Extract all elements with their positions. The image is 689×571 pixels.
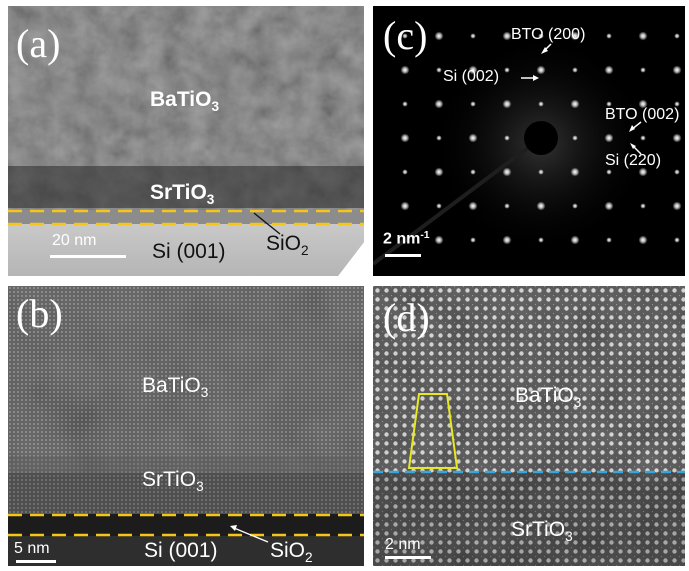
- diffraction-spot: [638, 99, 648, 109]
- diffraction-spot: [470, 101, 476, 107]
- diffraction-spot: [434, 99, 444, 109]
- diffraction-spot: [400, 133, 410, 143]
- diffraction-spot: [672, 133, 682, 143]
- si-220-label: Si (220): [605, 152, 662, 169]
- panel-c-scale-label: 2 nm-1: [383, 230, 430, 248]
- diffraction-spot: [570, 31, 580, 41]
- diffraction-spot: [536, 65, 546, 75]
- panel-b-si-label: Si (001): [144, 539, 218, 562]
- panel-c-diffraction-pattern: [373, 6, 685, 276]
- diffraction-spot: [468, 133, 478, 143]
- panel-c-scale-bar: [385, 254, 421, 257]
- panel-a-srtio3-label: SrTiO3: [150, 181, 215, 207]
- panel-b-hrtem-image: [8, 286, 364, 566]
- diffraction-spot: [674, 101, 680, 107]
- diffraction-spot: [538, 237, 544, 243]
- diffraction-spot: [470, 237, 476, 243]
- diffraction-spot: [570, 167, 580, 177]
- bto-002-label: BTO (002): [605, 106, 680, 123]
- diffraction-spot: [604, 65, 614, 75]
- diffraction-spot: [604, 201, 614, 211]
- panel-c-spots: [400, 31, 682, 245]
- panel-d-scale-label: 2 nm: [385, 536, 421, 553]
- diffraction-spot: [640, 135, 646, 141]
- diffraction-spot: [402, 169, 408, 175]
- diffraction-spot: [672, 65, 682, 75]
- panel-b: (b) BaTiO3 SrTiO3 Si (001) SiO2 5 nm: [8, 286, 364, 566]
- diffraction-spot: [434, 235, 444, 245]
- diffraction-spot: [504, 67, 510, 73]
- diffraction-spot: [538, 169, 544, 175]
- diffraction-spot: [434, 167, 444, 177]
- diffraction-spot: [572, 135, 578, 141]
- panel-a-sio2-label: SiO2: [266, 232, 309, 258]
- diffraction-spot: [434, 31, 444, 41]
- panel-b-sio2-label: SiO2: [270, 539, 313, 565]
- diffraction-spot: [674, 237, 680, 243]
- diffraction-spot: [572, 203, 578, 209]
- panel-b-batio3-label: BaTiO3: [142, 374, 209, 400]
- diffraction-spot: [638, 235, 648, 245]
- panel-d-haadf-image: [373, 286, 685, 566]
- diffraction-spot: [436, 135, 442, 141]
- panel-b-scale-label: 5 nm: [14, 540, 50, 557]
- diffraction-spot: [674, 169, 680, 175]
- diffraction-spot: [674, 33, 680, 39]
- diffraction-spot: [468, 201, 478, 211]
- diffraction-spot: [502, 31, 512, 41]
- si-002-label: Si (002): [443, 68, 500, 85]
- diffraction-spot: [672, 201, 682, 211]
- diffraction-spot: [640, 67, 646, 73]
- panel-a-tem-image: [8, 6, 364, 276]
- diffraction-spot: [538, 101, 544, 107]
- panel-a: (a) BaTiO3 SrTiO3 Si (001) SiO2 20 nm: [8, 6, 364, 276]
- panel-d-srtio3-label: SrTiO3: [511, 518, 573, 544]
- panel-c: (c) BTO (200) Si (002) BTO (002) Si (220…: [373, 6, 685, 276]
- panel-a-letter: (a): [16, 21, 61, 66]
- panel-d-scale-bar: [385, 556, 431, 559]
- diffraction-spot: [470, 169, 476, 175]
- diffraction-spot: [400, 65, 410, 75]
- panel-d-letter: (d): [383, 295, 430, 340]
- diffraction-spot: [502, 235, 512, 245]
- diffraction-spot: [640, 203, 646, 209]
- diffraction-spot: [436, 67, 442, 73]
- diffraction-spot: [400, 201, 410, 211]
- diffraction-spot: [502, 99, 512, 109]
- diffraction-spot: [536, 201, 546, 211]
- diffraction-spot: [436, 203, 442, 209]
- diffraction-spot: [572, 67, 578, 73]
- diffraction-spot: [504, 203, 510, 209]
- panel-d-batio3-label: BaTiO3: [515, 384, 582, 410]
- diffraction-spot: [402, 33, 408, 39]
- diffraction-spot: [606, 101, 612, 107]
- diffraction-spot: [606, 169, 612, 175]
- diffraction-spot: [606, 33, 612, 39]
- diffraction-spot: [570, 99, 580, 109]
- panel-b-letter: (b): [16, 291, 63, 336]
- panel-a-batio3-label: BaTiO3: [150, 88, 220, 114]
- diffraction-spot: [606, 237, 612, 243]
- panel-c-letter: (c): [383, 13, 428, 58]
- diffraction-spot: [470, 33, 476, 39]
- diffraction-spot: [638, 31, 648, 41]
- bto-200-label: BTO (200): [511, 26, 586, 43]
- diffraction-spot: [570, 235, 580, 245]
- panel-a-scale-label: 20 nm: [52, 232, 97, 249]
- diffraction-spot: [604, 133, 614, 143]
- diffraction-spot: [638, 167, 648, 177]
- diffraction-spot: [538, 33, 544, 39]
- diffraction-spot: [402, 101, 408, 107]
- panel-a-si-label: Si (001): [152, 240, 226, 263]
- diffraction-spot: [468, 65, 478, 75]
- panel-b-srtio3-label: SrTiO3: [142, 468, 204, 494]
- diffraction-spot: [504, 135, 510, 141]
- diffraction-spot: [502, 167, 512, 177]
- panel-d: (d) BaTiO3 SrTiO3 2 nm: [373, 286, 685, 566]
- panel-a-scale-bar: [50, 255, 126, 258]
- panel-b-scale-bar: [16, 560, 56, 563]
